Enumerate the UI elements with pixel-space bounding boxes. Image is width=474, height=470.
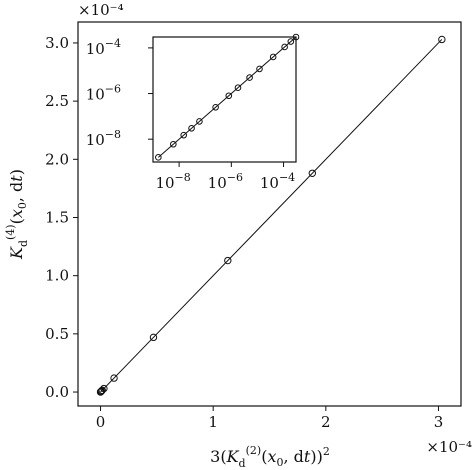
inset-data-point	[246, 74, 253, 81]
inset-data-point	[256, 65, 263, 73]
inset-y-tick-label: 10−6	[86, 83, 121, 104]
y-axis-title: Kd(4)(x0, dt)	[4, 169, 30, 260]
inset-line-segment	[158, 36, 296, 158]
main-data-point	[110, 374, 118, 382]
main-data-point	[100, 384, 108, 393]
inset-data-point	[188, 124, 195, 132]
inset-data-point	[225, 92, 233, 100]
y-axis-title-text: Kd(4)(x0, dt)	[4, 169, 30, 260]
inset-y-ticks: 10−8 10−6 10−4	[86, 37, 153, 149]
inset-y-tick-label: 10−8	[86, 128, 121, 149]
inset-x-tick-label: 10−4	[260, 171, 295, 192]
x-scale-factor-text: ×10⁻⁴	[426, 438, 472, 456]
inset-y-tick-label: 10−4	[86, 37, 121, 58]
main-y-tick-label: 0.0	[45, 383, 69, 401]
inset-data-point	[234, 84, 242, 92]
main-x-tick-label: 2	[321, 413, 331, 431]
inset-data-point	[155, 154, 162, 161]
main-y-tick-label: 0.5	[45, 325, 69, 343]
main-fit-line	[100, 39, 443, 393]
inset-x-tick-label: 10−8	[155, 171, 190, 192]
main-line-segment	[100, 39, 443, 393]
main-plot-frame	[77, 21, 462, 407]
main-data-point	[97, 387, 106, 395]
main-data-point	[438, 35, 446, 44]
main-y-tick-label: 2.5	[45, 92, 69, 110]
main-y-tick-label: 2.0	[45, 150, 69, 168]
inset-data-point	[212, 103, 219, 111]
main-x-ticks: 0 1 2 3	[96, 406, 443, 431]
inset-x-ticks: 10−8 10−6 10−4	[155, 162, 295, 192]
x-axis-title: 3(Kd(2)(x0, dt))2	[210, 444, 330, 470]
main-x-tick-label: 1	[208, 413, 218, 431]
x-scale-factor: ×10⁻⁴	[426, 438, 472, 456]
inset-data-point	[281, 43, 288, 51]
inset-data-point	[292, 33, 300, 41]
inset-data-point	[196, 118, 203, 125]
inset-x-tick-label: 10−6	[208, 171, 243, 192]
main-y-tick-label: 1.0	[45, 267, 69, 285]
main-data-point	[149, 333, 158, 342]
x-axis-title-text: 3(Kd(2)(x0, dt))2	[210, 444, 330, 470]
inset-data-point	[269, 53, 277, 61]
main-y-tick-label: 3.0	[45, 34, 69, 52]
main-data-points	[96, 35, 446, 396]
main-data-point	[308, 169, 317, 177]
inset-fit-line	[158, 36, 296, 158]
inset-data-point	[180, 131, 188, 139]
main-data-point	[98, 386, 106, 394]
inset-data-point	[170, 140, 177, 148]
inset-data-points	[155, 33, 300, 161]
inset-data-point	[287, 38, 295, 45]
main-x-tick-label: 3	[434, 413, 444, 431]
y-scale-factor: ×10⁻⁴	[78, 1, 124, 19]
main-x-tick-label: 0	[96, 413, 106, 431]
main-data-point	[224, 256, 232, 265]
main-y-tick-label: 1.5	[45, 208, 69, 226]
y-scale-factor-text: ×10⁻⁴	[78, 1, 124, 19]
main-y-ticks: 0.0 0.5 1.0 1.5 2.0 2.5 3.0	[45, 34, 78, 401]
